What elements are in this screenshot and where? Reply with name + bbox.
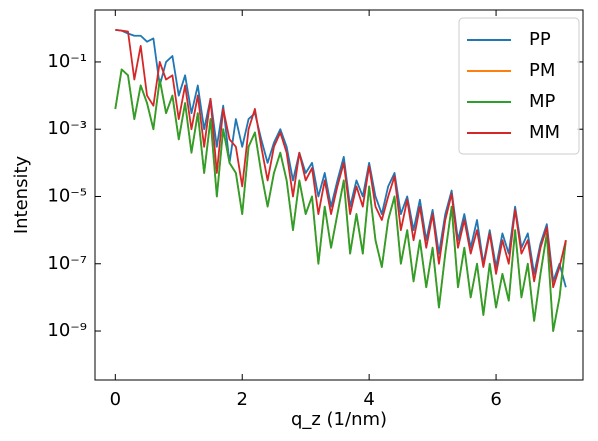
- legend-label: PM: [529, 60, 555, 81]
- series-line: [114, 68, 567, 332]
- legend-label: MP: [529, 91, 556, 112]
- x-tick-label: 6: [490, 389, 501, 410]
- y-tick-label: 10⁻⁵: [47, 185, 87, 206]
- y-tick-label: 10⁻⁹: [47, 320, 87, 341]
- y-tick-label: 10⁻³: [47, 118, 87, 139]
- x-tick-label: 0: [110, 389, 121, 410]
- x-tick-label: 2: [236, 389, 247, 410]
- legend-label: PP: [529, 29, 551, 50]
- x-tick-label: 4: [363, 389, 374, 410]
- series-line: [115, 28, 567, 289]
- plot-frame: [94, 9, 584, 381]
- legend-box: [458, 17, 580, 155]
- y-tick-label: 10⁻¹: [47, 51, 87, 72]
- plot-lines: [114, 28, 567, 332]
- y-tick-label: 10⁻⁷: [47, 253, 87, 274]
- y-axis-label: Intensity: [11, 155, 32, 234]
- x-axis-label: q_z (1/nm): [291, 409, 387, 430]
- legend-label: MM: [529, 122, 560, 143]
